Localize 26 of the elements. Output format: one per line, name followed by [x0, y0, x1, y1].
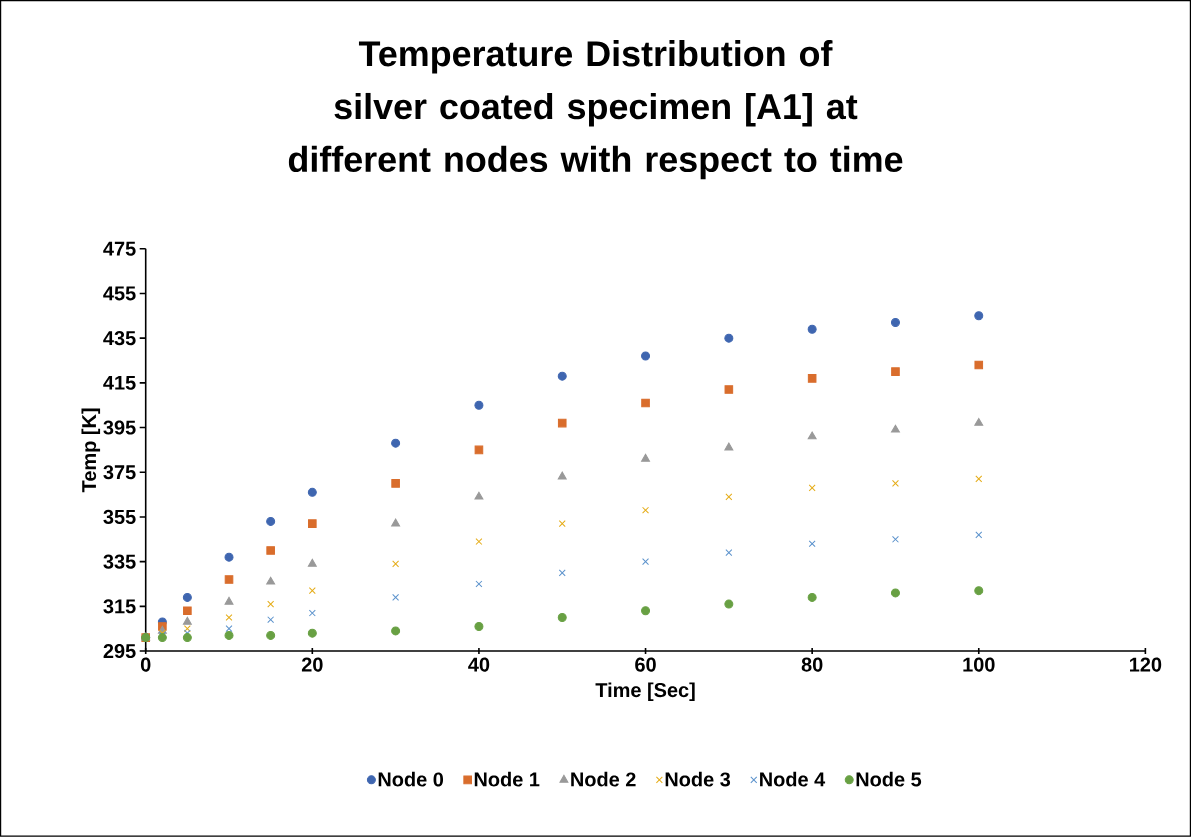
x-tick-label: 120 — [1130, 657, 1162, 672]
x-tick-label: 0 — [140, 657, 151, 672]
legend-label: Node 2 — [571, 772, 636, 787]
y-tick-label: 475 — [103, 241, 136, 256]
y-tick-label: 295 — [103, 644, 136, 659]
chart-title: Temperature Distribution of silver coated specimen [A1] at different nodes with respect to time — [288, 40, 903, 180]
legend-label: Node 1 — [474, 772, 540, 787]
y-tick-label: 355 — [103, 509, 136, 525]
x-tick-label: 40 — [468, 657, 490, 672]
x-tick-label: 100 — [963, 657, 995, 672]
y-tick-label: 335 — [103, 554, 136, 569]
x-axis-title: Time [Sec] — [595, 682, 695, 702]
x-tick-label: 60 — [635, 657, 656, 672]
y-tick-label: 395 — [103, 420, 136, 435]
legend-label: Node 5 — [856, 772, 922, 787]
x-tick-label: 20 — [301, 657, 323, 672]
y-tick-label: 435 — [103, 331, 136, 346]
y-tick-label: 315 — [103, 599, 136, 614]
y-tick-label: 455 — [103, 286, 136, 301]
y-tick-label: 375 — [103, 465, 136, 480]
legend-label: Node 0 — [378, 772, 444, 787]
y-axis-title: Temp [K] — [81, 408, 101, 493]
legend-label: Node 3 — [665, 772, 731, 787]
x-tick-label: 80 — [801, 657, 823, 672]
legend-label: Node 4 — [760, 772, 826, 787]
y-tick-label: 415 — [103, 376, 136, 390]
